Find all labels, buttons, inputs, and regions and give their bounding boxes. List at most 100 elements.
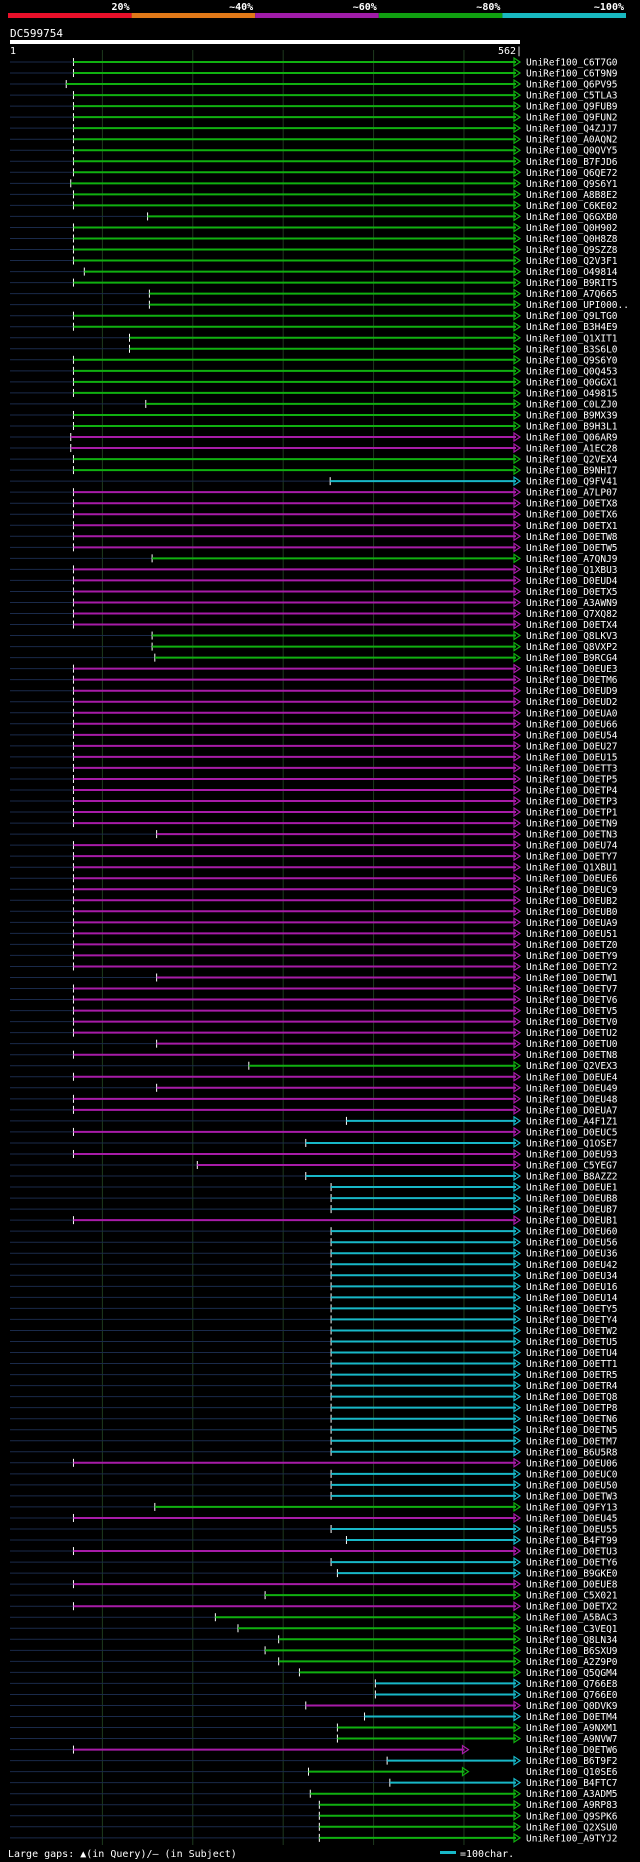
hit-row[interactable]: UniRef100_D0ETV6 (10, 994, 618, 1006)
hit-label[interactable]: UniRef100_D0EU74 (526, 841, 618, 852)
hit-row[interactable]: UniRef100_D0EUA7 (10, 1104, 618, 1116)
hit-row[interactable]: UniRef100_Q8LN34 (10, 1634, 618, 1646)
hit-row[interactable]: UniRef100_D0EUE3 (10, 663, 618, 675)
hit-row[interactable]: UniRef100_C6T7G0 (10, 56, 618, 69)
hit-row[interactable]: UniRef100_D0EU50 (10, 1479, 618, 1491)
hit-row[interactable]: UniRef100_D0EU15 (10, 751, 618, 763)
hit-label[interactable]: UniRef100_D0ETP4 (526, 785, 618, 796)
hit-row[interactable]: UniRef100_Q06AR9 (10, 431, 618, 444)
hit-label[interactable]: UniRef100_D0ETN8 (526, 1050, 618, 1061)
hit-row[interactable]: UniRef100_D0ETN9 (10, 817, 618, 830)
hit-row[interactable]: UniRef100_D0EU56 (10, 1237, 618, 1249)
hit-row[interactable]: UniRef100_D0ETX5 (10, 586, 618, 598)
hit-label[interactable]: UniRef100_D0ETU4 (526, 1348, 618, 1359)
hit-row[interactable]: UniRef100_D0EU06 (10, 1457, 618, 1469)
hit-row[interactable]: UniRef100_D0ETW5 (10, 542, 618, 554)
hit-row[interactable]: UniRef100_D0ETU0 (10, 1038, 618, 1050)
hit-label[interactable]: UniRef100_B9MX39 (526, 410, 618, 421)
hit-label[interactable]: UniRef100_D0ETY4 (526, 1315, 618, 1326)
hit-label[interactable]: UniRef100_D0EUB0 (526, 907, 618, 918)
hit-row[interactable]: UniRef100_Q1OSE7 (10, 1137, 618, 1149)
hit-label[interactable]: UniRef100_B9RCG4 (526, 653, 618, 664)
hit-label[interactable]: UniRef100_D0EU34 (526, 1271, 618, 1282)
hit-label[interactable]: UniRef100_D0ETX6 (526, 510, 618, 521)
hit-row[interactable]: UniRef100_D0EUB7 (10, 1203, 618, 1216)
hit-label[interactable]: UniRef100_Q6QE72 (526, 168, 618, 179)
hit-label[interactable]: UniRef100_D0ETN9 (526, 819, 618, 830)
hit-label[interactable]: UniRef100_D0ETV0 (526, 1017, 618, 1028)
hit-label[interactable]: UniRef100_Q9SPK6 (526, 1811, 618, 1822)
hit-row[interactable]: UniRef100_D0ETW6 (10, 1744, 618, 1756)
hit-label[interactable]: UniRef100_D0ETW5 (526, 543, 618, 554)
hit-label[interactable]: UniRef100_D0EU06 (526, 1458, 618, 1469)
hit-label[interactable]: UniRef100_D0ETW1 (526, 973, 618, 984)
hit-label[interactable]: UniRef100_B3S6L0 (526, 344, 618, 355)
hit-row[interactable]: UniRef100_D0ETR5 (10, 1369, 618, 1381)
hit-row[interactable]: UniRef100_D0EU45 (10, 1512, 618, 1524)
hit-label[interactable]: UniRef100_D0ETV5 (526, 1006, 618, 1017)
hit-label[interactable]: UniRef100_D0ETM6 (526, 675, 618, 686)
hit-label[interactable]: UniRef100_Q0H902 (526, 223, 618, 234)
hit-label[interactable]: UniRef100_D0EU51 (526, 929, 618, 940)
hit-label[interactable]: UniRef100_Q9LTG0 (526, 311, 618, 322)
hit-row[interactable]: UniRef100_D0EUB1 (10, 1215, 618, 1227)
hit-label[interactable]: UniRef100_B6U5R8 (526, 1447, 618, 1458)
hit-row[interactable]: UniRef100_A1EC28 (10, 442, 618, 455)
hit-label[interactable]: UniRef100_D0ETT1 (526, 1359, 618, 1370)
hit-label[interactable]: UniRef100_D0ETR4 (526, 1381, 618, 1392)
hit-row[interactable]: UniRef100_C5TLA3 (10, 89, 618, 102)
hit-label[interactable]: UniRef100_D0ETX1 (526, 521, 618, 532)
hit-row[interactable]: UniRef100_D0ETU3 (10, 1545, 618, 1558)
hit-label[interactable]: UniRef100_Q766E8 (526, 1679, 618, 1690)
hit-label[interactable]: UniRef100_B4FTC7 (526, 1778, 618, 1789)
hit-label[interactable]: UniRef100_A5BAC3 (526, 1613, 618, 1624)
hit-row[interactable]: UniRef100_D0ETY9 (10, 950, 618, 962)
hit-row[interactable]: UniRef100_Q2VEX4 (10, 453, 618, 466)
hit-row[interactable]: UniRef100_Q4ZJJ7 (10, 123, 618, 135)
hit-row[interactable]: UniRef100_D0EUD4 (10, 575, 618, 587)
hit-row[interactable]: UniRef100_Q0Q453 (10, 365, 618, 377)
hit-label[interactable]: UniRef100_C6KE02 (526, 201, 618, 212)
hit-row[interactable]: UniRef100_A7Q665 (10, 288, 618, 300)
hit-label[interactable]: UniRef100_D0EUD9 (526, 686, 618, 697)
hit-label[interactable]: UniRef100_D0ETX5 (526, 587, 618, 598)
hit-row[interactable]: UniRef100_C5X021 (10, 1590, 618, 1602)
hit-row[interactable]: UniRef100_C6T9N9 (10, 67, 618, 80)
hit-row[interactable]: UniRef100_D0EUC9 (10, 884, 618, 896)
hit-label[interactable]: UniRef100_D0EUA0 (526, 708, 618, 719)
hit-label[interactable]: UniRef100_A7Q665 (526, 289, 618, 300)
hit-row[interactable]: UniRef100_C5YEG7 (10, 1159, 618, 1172)
hit-label[interactable]: UniRef100_B4FT99 (526, 1536, 618, 1547)
hit-label[interactable]: UniRef100_D0EU42 (526, 1260, 618, 1271)
hit-row[interactable]: UniRef100_Q8LKV3 (10, 630, 618, 642)
hit-label[interactable]: UniRef100_D0ETY9 (526, 951, 618, 962)
hit-row[interactable]: UniRef100_C6KE02 (10, 200, 618, 212)
hit-label[interactable]: UniRef100_A3ADM5 (526, 1789, 618, 1800)
hit-label[interactable]: UniRef100_Q06AR9 (526, 433, 618, 444)
hit-row[interactable]: UniRef100_D0EU34 (10, 1270, 618, 1282)
hit-label[interactable]: UniRef100_D0EUE4 (526, 1072, 618, 1083)
hit-row[interactable]: UniRef100_D0EU66 (10, 718, 618, 730)
hit-label[interactable]: UniRef100_Q6PV95 (526, 80, 618, 91)
hit-row[interactable]: UniRef100_D0ETY2 (10, 961, 618, 973)
hit-label[interactable]: UniRef100_B8AZZ2 (526, 1172, 618, 1183)
hit-row[interactable]: UniRef100_A8B8E2 (10, 189, 618, 201)
hit-row[interactable]: UniRef100_B9MX39 (10, 409, 618, 421)
hit-row[interactable]: UniRef100_D0ETP3 (10, 795, 618, 808)
hit-row[interactable]: UniRef100_D0ETR4 (10, 1380, 618, 1392)
hit-row[interactable]: UniRef100_Q9FUN2 (10, 112, 618, 124)
hit-label[interactable]: UniRef100_C5TLA3 (526, 91, 618, 102)
hit-row[interactable]: UniRef100_D0EUB2 (10, 895, 618, 907)
hit-label[interactable]: UniRef100_Q9FY13 (526, 1502, 618, 1513)
hit-label[interactable]: UniRef100_B9NHI7 (526, 466, 618, 477)
hit-label[interactable]: UniRef100_Q2XSU0 (526, 1822, 618, 1833)
hit-label[interactable]: UniRef100_Q1OSE7 (526, 1138, 618, 1149)
hit-label[interactable]: UniRef100_D0EU48 (526, 1094, 618, 1105)
hit-row[interactable]: UniRef100_Q6GXB0 (10, 211, 618, 223)
hit-row[interactable]: UniRef100_B3S6L0 (10, 343, 618, 355)
hit-row[interactable]: UniRef100_D0ETX2 (10, 1601, 618, 1613)
hit-label[interactable]: UniRef100_D0EUE8 (526, 1580, 618, 1591)
hit-label[interactable]: UniRef100_D0ETU2 (526, 1028, 618, 1039)
hit-row[interactable]: UniRef100_D0ETX6 (10, 509, 618, 521)
hit-row[interactable]: UniRef100_D0ETN3 (10, 828, 618, 841)
